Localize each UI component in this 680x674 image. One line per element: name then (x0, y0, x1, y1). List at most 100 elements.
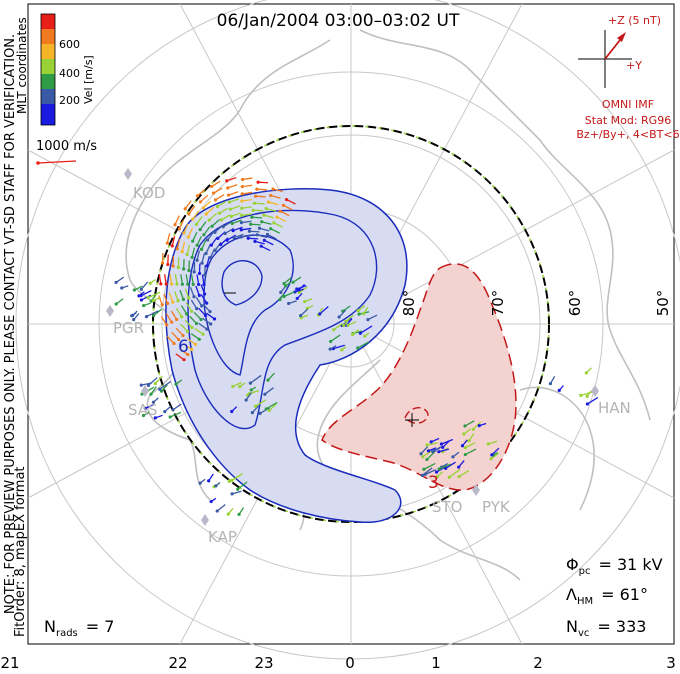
velocity-vector (217, 200, 227, 208)
velocity-vector-origin (141, 413, 146, 418)
velocity-vector-origin (264, 207, 268, 211)
velocity-vector-origin (262, 213, 266, 217)
velocity-vector-origin (209, 322, 213, 326)
velocity-vector-origin (204, 212, 208, 216)
velocity-vector-origin (210, 184, 214, 189)
colorbar-label: Vel [m/s] (82, 55, 95, 104)
velocity-vector (357, 341, 370, 349)
velocity-vector-origin (585, 394, 589, 398)
velocity-vector (184, 319, 193, 328)
velocity-vector (458, 470, 470, 478)
velocity-vector-origin (206, 238, 210, 242)
velocity-vector (181, 241, 186, 252)
velocity-vector-origin (153, 416, 157, 420)
velocity-vector-origin (197, 293, 201, 297)
lat-circle-50 (15, 0, 680, 660)
velocity-vector (319, 305, 329, 315)
velocity-vector-origin (258, 411, 262, 416)
velocity-vector-origin (275, 215, 279, 219)
velocity-vector (214, 225, 223, 233)
velocity-vector-origin (201, 206, 205, 210)
velocity-vector-origin (139, 298, 144, 302)
velocity-vector (241, 206, 252, 209)
velocity-vector (180, 323, 188, 332)
velocity-vector-origin (201, 332, 205, 336)
velocity-vector-origin (433, 448, 437, 452)
map-title: 06/Jan/2004 03:00–03:02 UT (217, 11, 460, 31)
velocity-vector-origin (176, 299, 180, 303)
velocity-vector-origin (247, 229, 252, 233)
velocity-vector-origin (251, 208, 255, 212)
velocity-vector-origin (191, 217, 195, 221)
velocity-vector-origin (160, 261, 165, 265)
velocity-vector (359, 325, 373, 334)
velocity-vector-origin (202, 282, 206, 287)
velocity-vector-origin (240, 177, 245, 182)
velocity-vector-origin (132, 288, 136, 292)
velocity-vector (421, 467, 433, 476)
lat-label-70: 70° (489, 290, 507, 317)
velocity-vector-origin (207, 218, 211, 222)
velocity-vector-origin (227, 200, 232, 204)
station-marker-han (591, 385, 599, 397)
velocity-vector-origin (174, 382, 178, 386)
velocity-vector-origin (231, 228, 235, 233)
velocity-vector (233, 233, 244, 239)
velocity-vector-origin (180, 315, 184, 319)
preview-note: NOTE: FOR PREVIEW PURPOSES ONLY. PLEASE … (3, 34, 18, 614)
velocity-vector (276, 216, 287, 223)
velocity-vector-origin (249, 388, 253, 392)
velocity-vector (426, 451, 436, 461)
velocity-vector-origin (457, 475, 461, 479)
velocity-vector-origin (152, 313, 156, 318)
velocity-vector-origin (426, 449, 431, 453)
velocity-vector (183, 223, 189, 234)
velocity-vector-origin (230, 409, 234, 414)
velocity-vector (251, 216, 262, 219)
velocity-vector (186, 244, 191, 255)
velocity-vector-origin (281, 203, 285, 207)
velocity-vector-origin (194, 222, 198, 226)
velocity-vector-origin (180, 282, 185, 286)
station-label-kap: KAP (208, 528, 237, 546)
velocity-vector (199, 221, 207, 230)
velocity-vector-origin (266, 200, 271, 204)
velocity-vector-origin (425, 457, 429, 462)
velocity-vector (158, 295, 163, 306)
velocity-vector-origin (236, 487, 240, 491)
velocity-vector-origin (187, 296, 191, 300)
velocity-vector-origin (181, 297, 186, 301)
velocity-vector-origin (305, 306, 309, 310)
velocity-vector-origin (199, 317, 203, 322)
velocity-vector-origin (254, 194, 258, 198)
mlt-label-0: 0 (345, 654, 355, 672)
velocity-vector-origin (203, 292, 207, 296)
velocity-vector (198, 322, 208, 330)
velocity-vector (230, 205, 241, 210)
velocity-vector-origin (170, 282, 174, 286)
velocity-vector-origin (173, 223, 177, 227)
velocity-vector (153, 308, 163, 316)
velocity-vector-origin (256, 180, 260, 184)
velocity-vector (211, 219, 220, 227)
velocity-vector (166, 335, 175, 344)
velocity-vector-origin (421, 455, 425, 459)
velocity-vector (296, 285, 307, 290)
velocity-vector-origin (139, 383, 143, 387)
velocity-vector (195, 215, 203, 225)
velocity-vector-origin (441, 445, 445, 449)
station-label-pgr: PGR (113, 319, 144, 337)
velocity-vector-origin (264, 407, 268, 411)
velocity-vector-origin (181, 333, 185, 338)
velocity-vector-origin (221, 225, 225, 229)
velocity-vector (158, 273, 162, 284)
velocity-vector-origin (153, 381, 157, 386)
velocity-vector (213, 187, 223, 194)
scale-vector-label: 1000 m/s (36, 139, 97, 154)
velocity-vector (171, 331, 180, 340)
velocity-vector-origin (171, 300, 175, 304)
velocity-vector (174, 215, 180, 226)
velocity-vector-origin (120, 286, 124, 290)
velocity-vector (175, 307, 183, 318)
velocity-vector-origin (356, 346, 360, 350)
